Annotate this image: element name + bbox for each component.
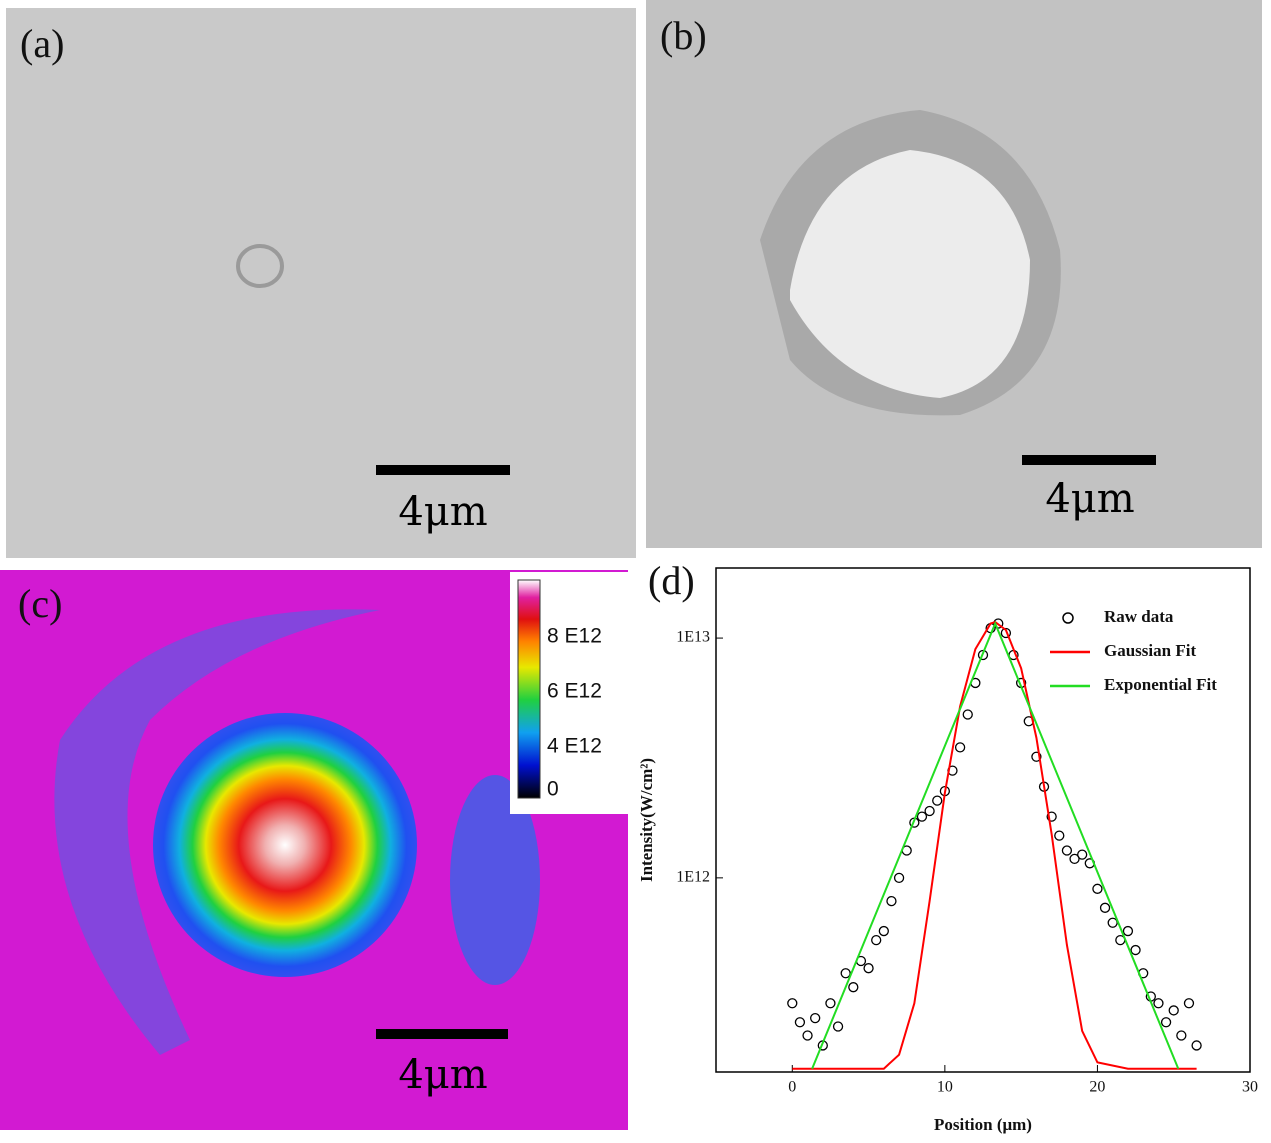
panel-d: (d) Position (μm) Intensity(W/cm²) 0 10 20… <box>637 558 1258 1134</box>
data-point <box>1099 902 1111 913</box>
data-point <box>1153 998 1164 1009</box>
side-lobe <box>54 609 380 1055</box>
colorbar <box>517 579 541 799</box>
data-point <box>1031 751 1042 762</box>
data-point <box>1046 811 1057 822</box>
data-point <box>871 934 882 946</box>
data-point <box>1092 883 1103 894</box>
scale-bar <box>376 465 510 475</box>
data-point <box>954 742 966 753</box>
colorbar-label: 0 <box>547 778 559 801</box>
panel-c: 8 E12 6 E12 4 E12 0 (c) 4μm <box>0 570 628 1130</box>
data-point <box>1183 998 1195 1009</box>
data-point <box>1061 845 1073 856</box>
data-point <box>977 649 989 661</box>
legend-label: Raw data <box>1104 607 1174 626</box>
x-tick-label: 20 <box>1089 1079 1105 1096</box>
colorbar-label: 8 E12 <box>547 625 602 648</box>
colorbar-label: 4 E12 <box>547 735 602 758</box>
panel-b: (b) 4μm <box>646 0 1262 548</box>
x-axis-label: Position (μm) <box>934 1115 1032 1134</box>
data-point <box>916 811 928 822</box>
data-point <box>932 795 943 806</box>
legend-label: Gaussian Fit <box>1104 641 1196 660</box>
data-point <box>893 872 905 884</box>
data-point <box>802 1030 813 1041</box>
scale-label: 4μm <box>398 489 487 535</box>
panel-a: (a) 4μm <box>6 8 636 558</box>
data-point <box>825 998 836 1009</box>
data-point <box>787 998 798 1009</box>
image-a <box>6 8 636 558</box>
x-tick-label: 10 <box>937 1079 953 1096</box>
scale-bar <box>1022 455 1156 465</box>
data-point <box>1054 830 1065 841</box>
panel-label: (c) <box>18 581 62 626</box>
data-point <box>878 925 889 937</box>
data-point <box>1000 627 1012 639</box>
data-point <box>863 963 874 974</box>
data-point <box>1069 853 1080 865</box>
y-tick-label: 1E13 <box>676 629 710 646</box>
panel-label: (b) <box>660 13 707 58</box>
data-point <box>1077 849 1088 860</box>
data-point <box>1168 1005 1179 1016</box>
beam-spot <box>153 713 417 977</box>
data-point <box>1176 1030 1187 1041</box>
legend-symbol <box>1062 612 1074 624</box>
data-point <box>840 968 851 979</box>
data-point <box>1122 925 1134 937</box>
data-point <box>924 805 935 817</box>
data-point <box>1160 1017 1172 1028</box>
data-point <box>848 982 859 993</box>
data-point <box>832 1021 844 1032</box>
x-tick-label: 0 <box>788 1079 796 1096</box>
side-lobe <box>450 775 540 985</box>
fit-line <box>811 620 1180 1070</box>
legend-label: Exponential Fit <box>1104 675 1217 694</box>
scale-label: 4μm <box>1045 476 1134 522</box>
colorbar-label: 6 E12 <box>547 680 602 703</box>
scale-label: 4μm <box>398 1052 487 1098</box>
y-axis-label: Intensity(W/cm²) <box>637 758 656 882</box>
data-point <box>794 1017 806 1028</box>
panel-label: (a) <box>20 21 64 66</box>
data-point <box>886 895 897 907</box>
y-tick-label: 1E12 <box>676 869 710 886</box>
particle <box>236 244 284 288</box>
scale-bar <box>376 1029 508 1039</box>
data-point <box>1130 944 1141 956</box>
x-tick-label: 30 <box>1242 1079 1258 1096</box>
crater <box>790 150 1030 398</box>
data-point <box>962 709 973 720</box>
data-point <box>810 1012 821 1024</box>
data-point <box>1191 1040 1202 1051</box>
fit-line <box>792 620 1197 1070</box>
panel-label: (d) <box>648 558 695 603</box>
